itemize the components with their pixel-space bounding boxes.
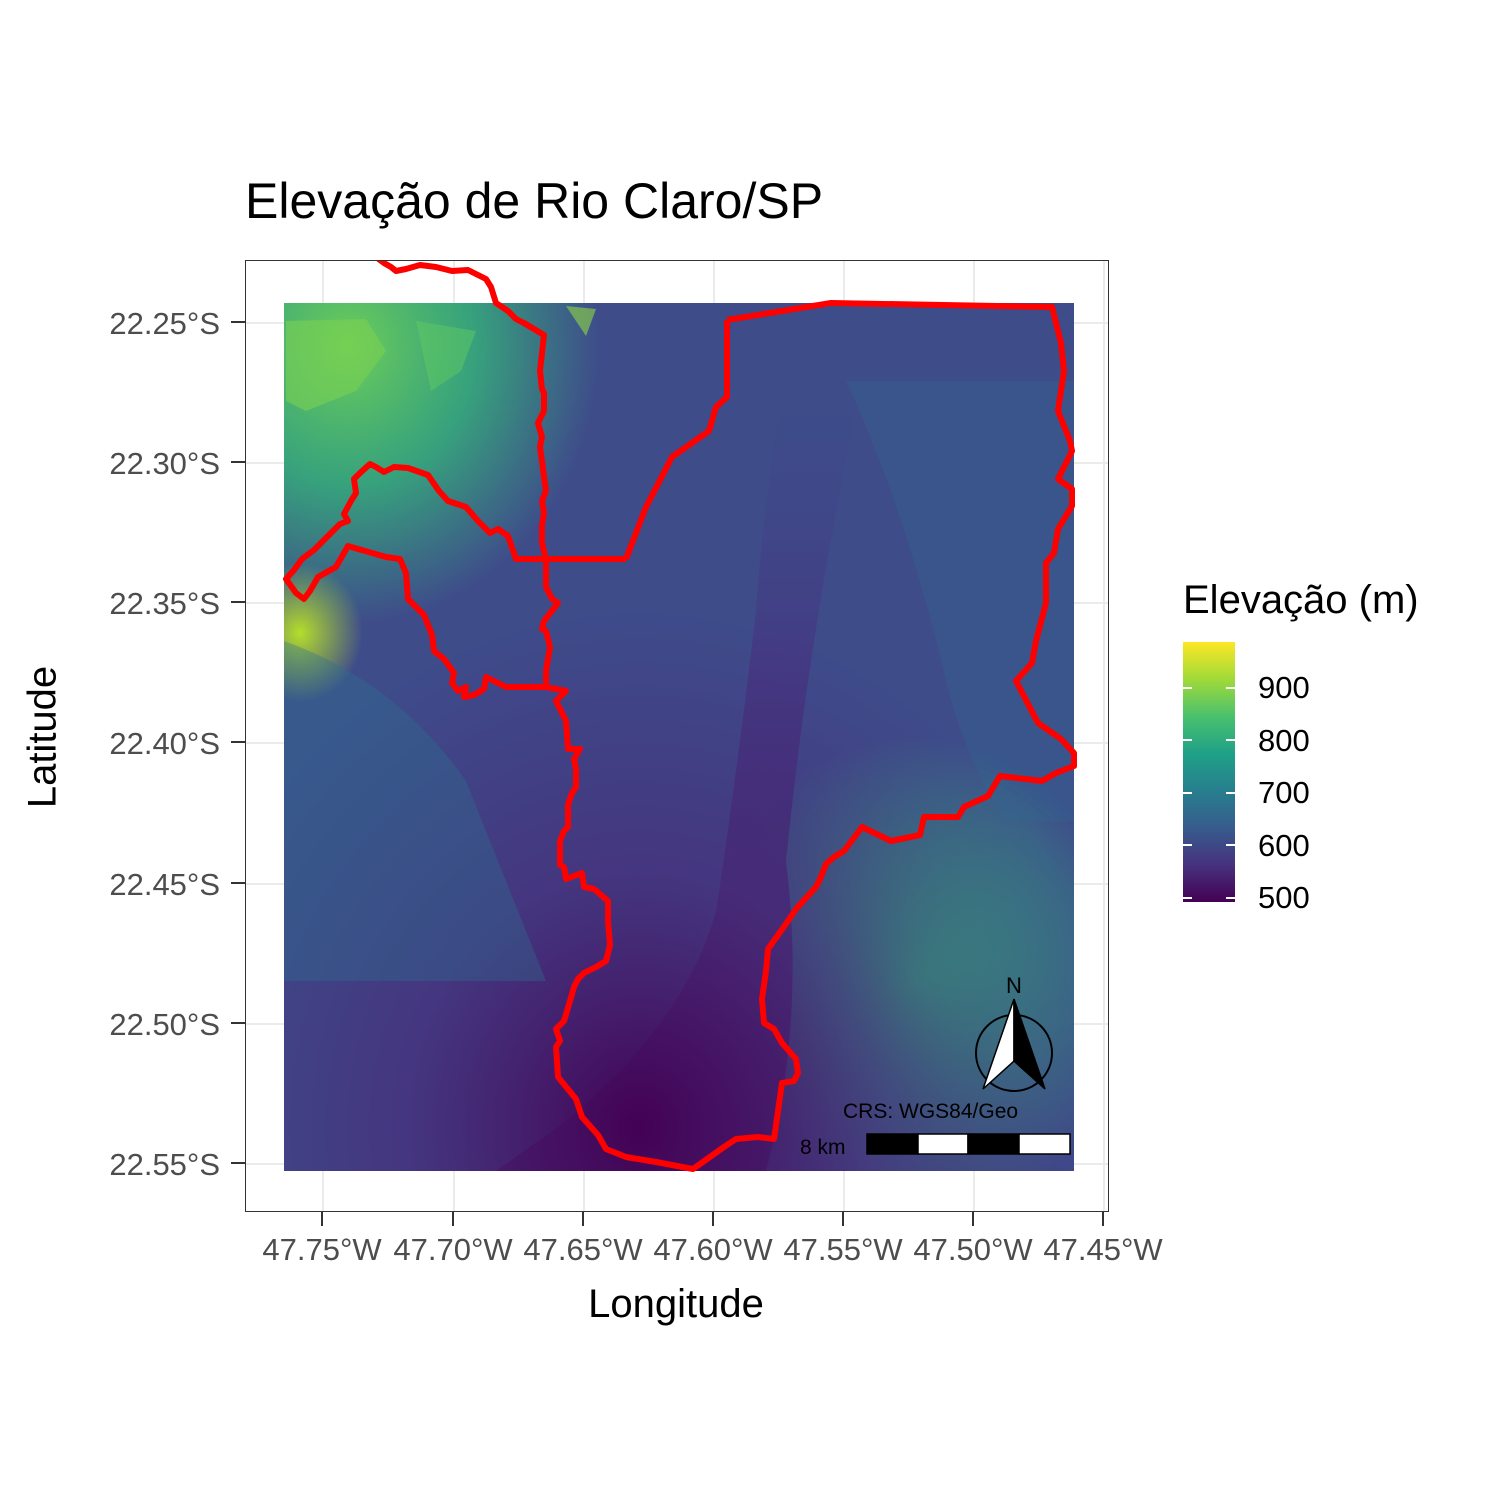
x-tick-mark	[712, 1212, 714, 1226]
legend-label: 700	[1258, 775, 1310, 810]
scale-label: 8 km	[800, 1136, 846, 1159]
y-tick-mark	[231, 461, 245, 463]
y-tick-mark	[231, 601, 245, 603]
y-axis-label: Latitude	[20, 665, 65, 809]
y-tick-mark	[231, 741, 245, 743]
y-tick-label: 22.50°S	[109, 1007, 220, 1042]
rio-claro-outline-north	[623, 320, 730, 561]
north-label: N	[1006, 973, 1022, 998]
x-tick-mark	[1102, 1212, 1104, 1226]
legend-label: 900	[1258, 670, 1310, 705]
map-panel: N CRS: WGS84/Geo 8 km	[245, 260, 1109, 1212]
y-tick-label: 22.30°S	[109, 446, 220, 481]
x-tick-label: 47.45°W	[1043, 1232, 1163, 1267]
x-tick-mark	[842, 1212, 844, 1226]
x-tick-mark	[972, 1212, 974, 1226]
legend-colorbar	[1183, 642, 1235, 902]
scale-bar	[866, 1133, 1071, 1155]
x-tick-label: 47.50°W	[913, 1232, 1033, 1267]
x-axis-label: Longitude	[588, 1282, 764, 1326]
y-tick-mark	[231, 321, 245, 323]
crs-label: CRS: WGS84/Geo	[843, 1100, 1018, 1123]
elevation-raster	[284, 303, 1074, 1171]
y-tick-mark	[231, 882, 245, 884]
y-tick-mark	[231, 1022, 245, 1024]
rio-claro-outline	[376, 261, 1077, 1172]
x-tick-label: 47.65°W	[523, 1232, 643, 1267]
x-tick-mark	[582, 1212, 584, 1226]
x-tick-label: 47.60°W	[653, 1232, 773, 1267]
x-tick-label: 47.55°W	[783, 1232, 903, 1267]
legend-label: 500	[1258, 880, 1310, 915]
north-arrow	[975, 998, 1053, 1092]
y-tick-label: 22.55°S	[109, 1147, 220, 1182]
legend-title: Elevação (m)	[1183, 578, 1419, 622]
y-tick-label: 22.40°S	[109, 726, 220, 761]
x-tick-label: 47.70°W	[393, 1232, 513, 1267]
y-tick-mark	[231, 1162, 245, 1164]
x-tick-mark	[452, 1212, 454, 1226]
map-svg: N CRS: WGS84/Geo 8 km	[246, 261, 1108, 1211]
legend-label: 600	[1258, 828, 1310, 863]
x-tick-mark	[321, 1212, 323, 1226]
rio-claro-outline-west	[283, 461, 626, 700]
y-tick-label: 22.45°S	[109, 867, 220, 902]
x-tick-label: 47.75°W	[262, 1232, 382, 1267]
y-tick-label: 22.25°S	[109, 306, 220, 341]
map-title: Elevação de Rio Claro/SP	[245, 173, 824, 229]
y-tick-label: 22.35°S	[109, 586, 220, 621]
legend-label: 800	[1258, 723, 1310, 758]
